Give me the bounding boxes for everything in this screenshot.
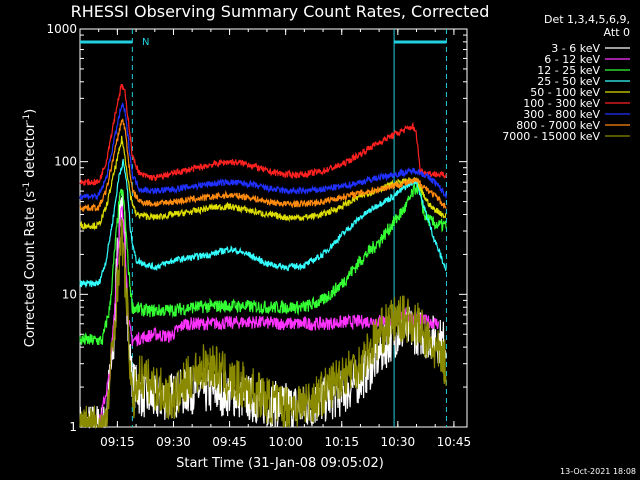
y-axis-label-mid: detector (23, 122, 38, 182)
x-tick-label: 09:45 (212, 435, 247, 449)
chart-title: RHESSI Observing Summary Count Rates, Co… (71, 2, 490, 21)
series-line (79, 135, 447, 231)
x-axis-label: Start Time (31-Jan-08 09:05:02) (176, 456, 384, 471)
night-marker: N (142, 37, 149, 48)
x-tick-label: 10:00 (268, 435, 303, 449)
y-tick-label: 1 (69, 420, 77, 434)
x-tick-label: 10:30 (381, 435, 416, 449)
y-axis-label-sup2: -1 (22, 114, 32, 123)
series-line (79, 218, 447, 430)
legend-label: 25 - 50 keV (537, 75, 600, 88)
series-line (79, 102, 447, 201)
y-axis-label-main: Corrected Count Rate (s (23, 191, 38, 348)
tick-marks (79, 29, 467, 428)
x-tick-label: 09:30 (156, 435, 191, 449)
series-line (79, 83, 447, 186)
y-axis-label-sup1: -1 (22, 182, 32, 191)
legend-header-line2: Att 0 (604, 26, 630, 39)
legend-header-line1: Det 1,3,4,5,6,9, (544, 13, 630, 26)
x-tick-label: 09:15 (100, 435, 135, 449)
y-tick-labels: 1 10 100 1000 (46, 22, 77, 434)
legend-label: 6 - 12 keV (544, 53, 600, 66)
y-tick-label: 10 (62, 287, 77, 301)
legend-label: 100 - 300 keV (523, 97, 600, 110)
legend-label: 800 - 7000 keV (516, 119, 600, 132)
plot-frame (79, 28, 468, 428)
series-line (79, 118, 447, 213)
legend-label: 7000 - 15000 keV (502, 130, 600, 143)
y-axis-label: Corrected Count Rate (s-1 detector-1) (22, 109, 38, 347)
legend-label: 12 - 25 keV (537, 64, 600, 77)
y-tick-label: 1000 (46, 22, 77, 36)
x-tick-label: 10:45 (437, 435, 472, 449)
legend-label: 50 - 100 keV (530, 86, 600, 99)
series-line (79, 159, 447, 289)
x-tick-label: 10:15 (324, 435, 359, 449)
legend-label: 3 - 6 keV (551, 42, 600, 55)
y-axis-label-end: ) (23, 109, 38, 114)
series-line (79, 181, 447, 346)
x-tick-labels: 09:15 09:30 09:45 10:00 10:15 10:30 10:45 (100, 435, 471, 449)
series-layer (79, 83, 447, 430)
footer-timestamp: 13-Oct-2021 18:08 (560, 467, 636, 476)
legend-label: 300 - 800 keV (523, 108, 600, 121)
y-tick-label: 100 (54, 155, 77, 169)
